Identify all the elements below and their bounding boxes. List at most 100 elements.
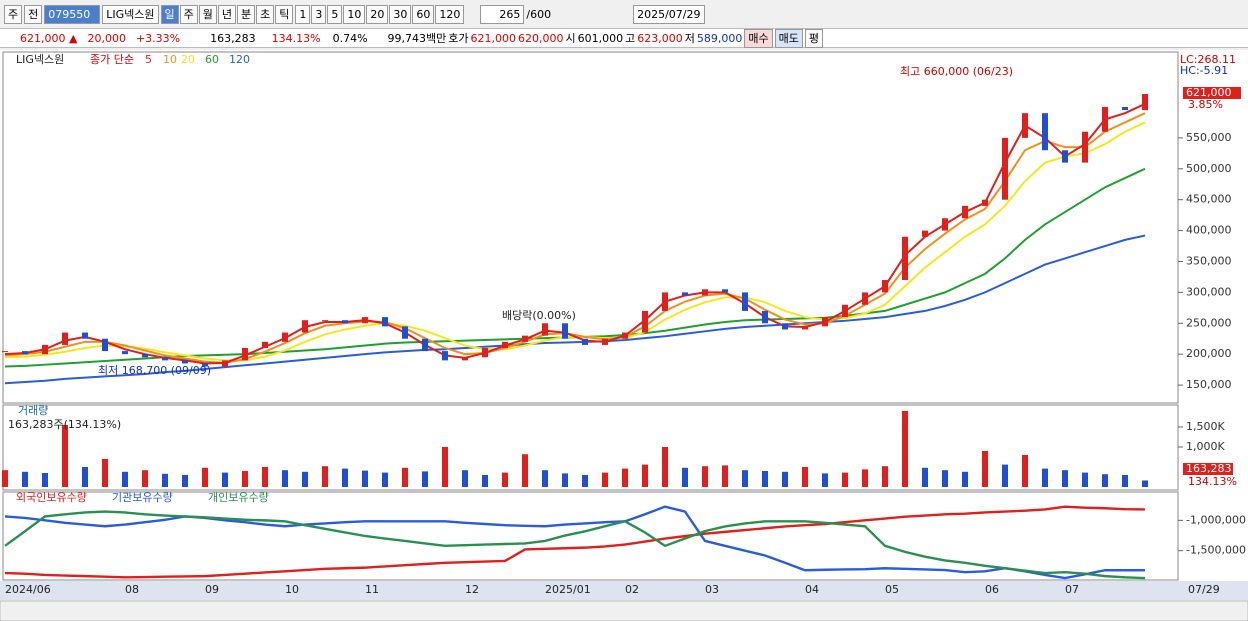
- amount: 99,743백만: [387, 32, 447, 45]
- code-input[interactable]: 079550: [44, 4, 101, 24]
- candle: [782, 323, 788, 330]
- volume: 163,283: [210, 31, 256, 45]
- volume-bar: [62, 425, 68, 487]
- volume-bar: [982, 451, 988, 487]
- candle: [982, 199, 988, 206]
- hc-label: HC:-5.91: [1180, 64, 1228, 77]
- date-input[interactable]: 2025/07/29: [633, 4, 705, 24]
- volume-bar: [862, 469, 868, 487]
- volume-bar: [1122, 475, 1128, 487]
- period-button[interactable]: 틱: [275, 4, 294, 24]
- y-tick-label: 500,000: [1186, 162, 1232, 175]
- sell-button[interactable]: 매도: [774, 28, 803, 48]
- high-annotation: 최고 660,000 (06/23): [900, 65, 1013, 78]
- volume-bar: [242, 471, 248, 487]
- candle: [442, 351, 448, 361]
- series-line: [4, 510, 1146, 580]
- period-button[interactable]: 월: [198, 4, 217, 24]
- scrollbar[interactable]: [0, 600, 1248, 621]
- interval-button[interactable]: 10: [343, 4, 366, 24]
- candle: [1102, 106, 1108, 132]
- candle: [462, 357, 468, 361]
- candle: [282, 332, 288, 342]
- period-button[interactable]: 주: [179, 4, 198, 24]
- dividend-annotation: 배당락(0.00%): [502, 309, 576, 322]
- count-input[interactable]: 265: [480, 4, 525, 24]
- x-tick-label: 05: [885, 583, 899, 596]
- candle: [182, 360, 188, 364]
- period-button[interactable]: 년: [217, 4, 237, 24]
- ma-label: 종가 단순: [90, 53, 134, 66]
- period-button[interactable]: 분: [237, 4, 256, 24]
- stock-name[interactable]: LIG넥스원: [102, 4, 159, 24]
- x-tick-label: 08: [125, 583, 139, 596]
- y-tick-label: 250,000: [1186, 316, 1232, 329]
- interval-button[interactable]: 1: [295, 4, 311, 24]
- interval-button[interactable]: 3: [311, 4, 327, 24]
- volume-bar: [1022, 455, 1028, 487]
- volume-bar: [642, 464, 648, 487]
- volume-bar: [842, 472, 848, 487]
- interval-button[interactable]: 30: [389, 4, 412, 24]
- volume-bar: [522, 454, 528, 487]
- panel-title: 거래량: [18, 404, 48, 417]
- volume-bar: [922, 467, 928, 487]
- volume-bar: [142, 470, 148, 487]
- candle: [1022, 113, 1028, 138]
- prev-button[interactable]: 전: [24, 4, 43, 24]
- period-button[interactable]: 초: [256, 4, 275, 24]
- interval-button[interactable]: 5: [327, 4, 343, 24]
- candle: [822, 317, 828, 327]
- candle: [922, 230, 928, 237]
- series-line: [4, 112, 1146, 364]
- volume-bar: [442, 447, 448, 487]
- volume-bar: [82, 467, 88, 487]
- candle: [1002, 137, 1008, 200]
- candle: [502, 341, 508, 349]
- y-tick-label: 200,000: [1186, 347, 1232, 360]
- volume-bar: [2, 470, 8, 487]
- interval-button[interactable]: 60: [412, 4, 435, 24]
- volume-bar: [722, 465, 728, 487]
- volume-bar: [402, 467, 408, 487]
- candle: [882, 280, 888, 293]
- volume-bar: [602, 472, 608, 487]
- candle: [162, 357, 168, 361]
- volume-bar: [582, 475, 588, 487]
- candle: [622, 332, 628, 339]
- low-annotation: 최저 168,700 (09/09): [98, 364, 211, 377]
- interval-button[interactable]: 120: [435, 4, 465, 24]
- last-rate: 3.85%: [1188, 98, 1223, 111]
- volume-bar: [462, 470, 468, 487]
- volume-bar: [1082, 472, 1088, 487]
- volume-bar: [322, 466, 328, 487]
- volume-rate: 134.13%: [271, 31, 321, 45]
- volume-bar: [182, 475, 188, 487]
- avg-button[interactable]: 평: [804, 28, 824, 48]
- quote-bar: 621,000 ▲ 20,000 +3.33% 163,283 134.13% …: [0, 28, 1248, 48]
- series-line: [4, 505, 1146, 579]
- interval-button[interactable]: 20: [366, 4, 389, 24]
- candle: [302, 320, 308, 333]
- candle: [862, 292, 868, 305]
- volume-bar: [962, 471, 968, 487]
- volume-bar: [362, 470, 368, 487]
- candle: [962, 205, 968, 219]
- stock-label: LIG넥스원: [16, 53, 64, 66]
- buy-button[interactable]: 매수: [744, 28, 773, 48]
- candle: [542, 323, 548, 336]
- volume-bar: [762, 471, 768, 487]
- y-tick-label: 1,000K: [1186, 440, 1225, 453]
- volume-bar: [682, 467, 688, 487]
- high-label: 고: [625, 32, 636, 45]
- bidask-label: 호가: [448, 32, 469, 45]
- legend-entry: 60: [205, 53, 219, 66]
- market-select[interactable]: 주: [4, 4, 23, 24]
- candle: [422, 338, 428, 352]
- candle: [742, 292, 748, 311]
- volume-bar: [382, 472, 388, 487]
- candle: [762, 310, 768, 324]
- period-button[interactable]: 일: [160, 4, 179, 24]
- volume-bar: [502, 472, 508, 487]
